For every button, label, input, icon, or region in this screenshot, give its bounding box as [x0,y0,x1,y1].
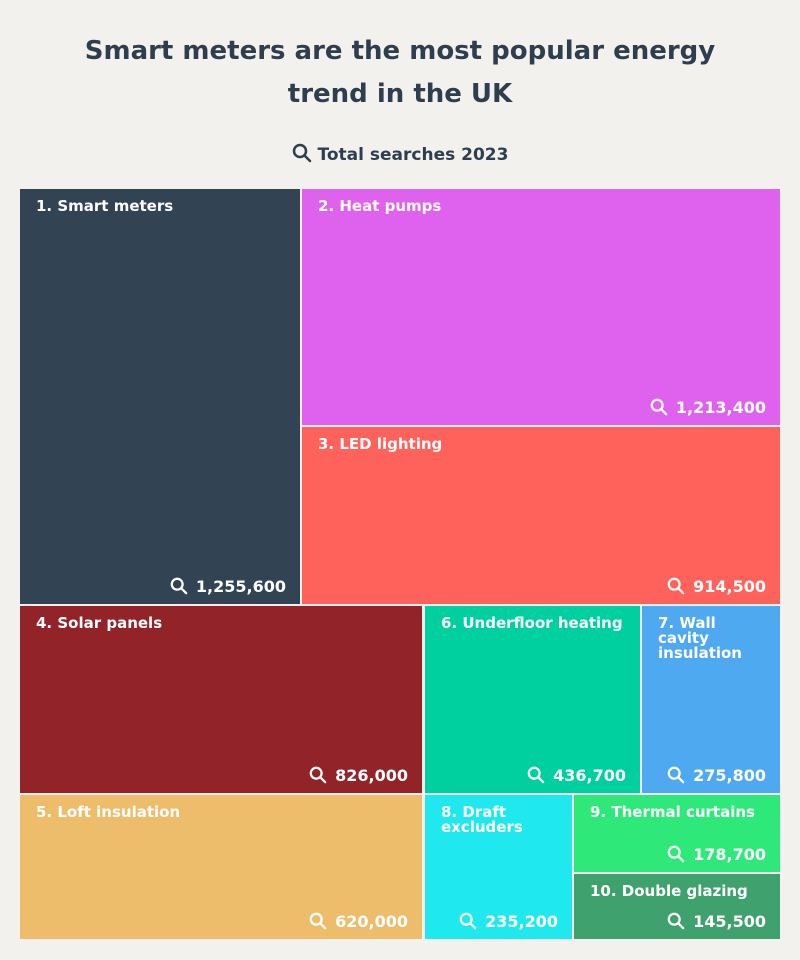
treemap-cell: 1. Smart meters 1,255,600 [20,189,300,604]
value-label-row: 1,255,600 [170,577,286,596]
treemap-cell: 8. Draft excluders 235,200 [425,795,572,939]
cell-label: 7. Wall cavity insulation [658,614,742,662]
cell-label: 8. Draft excluders [441,803,523,836]
search-icon [650,398,668,416]
cell-label: 4. Solar panels [36,614,163,632]
value-label: 178,700 [693,845,766,864]
search-icon [459,912,477,930]
search-icon [292,143,311,163]
chart-title: Smart meters are the most popular energy… [84,36,716,109]
cell-label: 5. Loft insulation [36,803,181,821]
treemap-cell: 10. Double glazing 145,500 [574,874,780,939]
search-icon [309,766,327,784]
search-icon [527,766,545,784]
value-label: 620,000 [335,912,408,931]
value-label: 1,213,400 [675,398,766,417]
value-label-row: 275,800 [667,766,766,785]
subtitle-row: Total searches 2023 [0,143,800,165]
value-label-row: 914,500 [667,577,766,596]
treemap-cell: 6. Underfloor heating 436,700 [425,606,640,793]
cell-label: 6. Underfloor heating [441,614,623,632]
value-label-row: 1,213,400 [650,398,766,417]
value-label: 1,255,600 [195,577,286,596]
cell-label: 3. LED lighting [318,435,443,453]
cell-label: 2. Heat pumps [318,197,442,215]
treemap-cell: 2. Heat pumps 1,213,400 [302,189,780,425]
value-label: 145,500 [693,912,766,931]
search-icon [667,766,685,784]
search-icon [309,912,327,930]
treemap-cell: 3. LED lighting 914,500 [302,427,780,604]
search-icon [667,845,685,863]
treemap-cell: 5. Loft insulation 620,000 [20,795,422,939]
value-label: 826,000 [335,766,408,785]
search-icon [667,912,685,930]
cell-label: 9. Thermal curtains [590,803,755,821]
treemap-cell: 4. Solar panels 826,000 [20,606,422,793]
value-label: 275,800 [693,766,766,785]
value-label-row: 235,200 [459,912,558,931]
value-label-row: 436,700 [527,766,626,785]
value-label: 914,500 [693,577,766,596]
value-label-row: 178,700 [667,845,766,864]
value-label-row: 145,500 [667,912,766,931]
search-icon [170,577,188,595]
value-label-row: 620,000 [309,912,408,931]
value-label: 436,700 [553,766,626,785]
treemap-cell: 9. Thermal curtains 178,700 [574,795,780,872]
value-label: 235,200 [485,912,558,931]
cell-label: 10. Double glazing [590,882,748,900]
search-icon [667,577,685,595]
cell-label: 1. Smart meters [36,197,174,215]
subtitle: Total searches 2023 [317,145,509,165]
value-label-row: 826,000 [309,766,408,785]
treemap-cell: 7. Wall cavity insulation 275,800 [642,606,780,793]
